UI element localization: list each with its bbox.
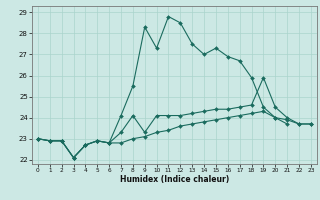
X-axis label: Humidex (Indice chaleur): Humidex (Indice chaleur) <box>120 175 229 184</box>
